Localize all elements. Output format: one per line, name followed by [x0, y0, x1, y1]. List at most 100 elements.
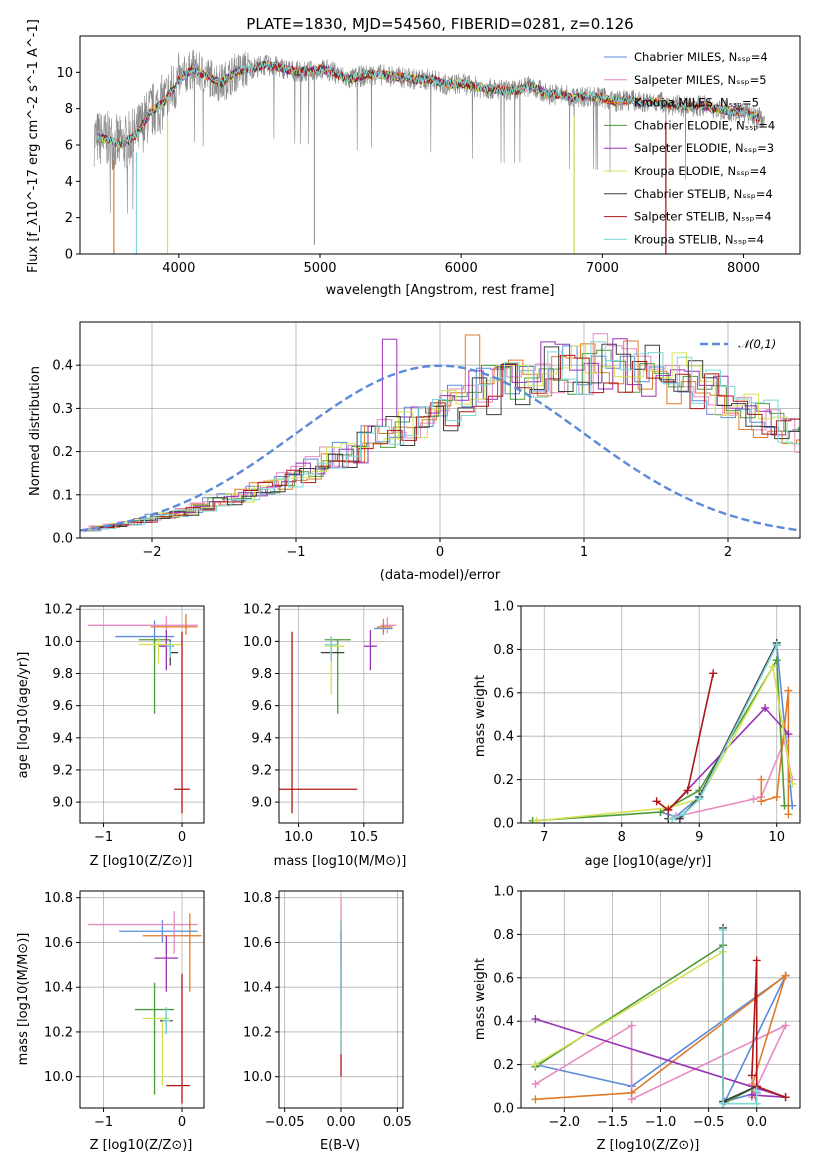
weight-line [667, 706, 789, 811]
xtick-label: 8000 [727, 261, 760, 276]
weight-marker [627, 1021, 636, 1030]
xtick-label: 7 [540, 830, 548, 845]
ytick-label: 9.8 [52, 667, 73, 682]
ytick-label: 0.4 [493, 730, 514, 745]
weight-line [671, 644, 778, 820]
weight-series-8 [652, 669, 718, 814]
weight-marker [719, 926, 728, 935]
weight-marker [768, 662, 777, 671]
xtick-label: 4000 [162, 261, 195, 276]
errorbar-point-2 [87, 615, 198, 634]
xtick-label: −1.5 [597, 1115, 629, 1130]
weight-marker [532, 816, 541, 823]
errorbar-point-4 [138, 639, 171, 714]
errorbar-point-9 [166, 641, 175, 658]
ytick-label: 10.0 [44, 1070, 73, 1085]
weight-z-xlabel: Z [log10(Z/Z⊙)] [597, 1138, 700, 1153]
xtick-label: 2 [724, 545, 732, 560]
errorbar-point-8 [279, 631, 358, 814]
weight-marker [757, 775, 766, 784]
xtick-label: 8 [618, 830, 626, 845]
weight-marker [772, 792, 781, 801]
weight-age-xlabel: age [log10(age/yr)] [585, 854, 712, 869]
ytick-label: 0 [65, 248, 73, 263]
axes-frame [278, 605, 404, 824]
mass-z-ylabel: mass [log10(M/M⊙)] [16, 933, 31, 1066]
errorbar-point-2 [87, 911, 198, 954]
legend-label: 𝒩(0,1) [738, 337, 776, 351]
weight-series-9 [668, 641, 781, 823]
xtick-label: 7000 [586, 261, 619, 276]
xtick-label: 0.05 [383, 1115, 412, 1130]
weight-marker [752, 1086, 761, 1095]
ytick-label: 10.6 [243, 936, 272, 951]
ytick-label: 0.1 [52, 488, 73, 503]
weight-age-ylabel: mass weight [473, 675, 488, 757]
legend-label: Salpeter ELODIE, Nₛₛₚ=3 [634, 141, 774, 155]
weight-marker [757, 797, 766, 806]
age-vs-mass-plot-area [279, 617, 397, 814]
legend-label: Salpeter STELIB, Nₛₛₚ=4 [634, 210, 772, 224]
ytick-label: 10.4 [44, 981, 73, 996]
weight-marker [784, 730, 793, 739]
ytick-label: 10.4 [243, 981, 272, 996]
ytick-label: 9.4 [251, 731, 272, 746]
residual-histogram-7 [83, 343, 800, 532]
axes-frame [520, 605, 801, 824]
weight-marker [652, 797, 661, 806]
residual-histogram-5 [80, 338, 800, 532]
weight-z-ylabel: mass weight [473, 958, 488, 1040]
xtick-label: −2 [142, 545, 161, 560]
ytick-label: 0.2 [493, 1058, 514, 1073]
xtick-label: −0.05 [265, 1115, 305, 1130]
ytick-label: 0.4 [52, 359, 73, 374]
ytick-label: 6 [65, 139, 73, 154]
weight-line [656, 673, 714, 812]
ytick-label: 10.2 [44, 1025, 73, 1040]
weight-marker [683, 786, 692, 795]
weight-marker [781, 1021, 790, 1030]
ytick-label: 10 [56, 66, 73, 81]
xtick-label: 10.0 [284, 830, 313, 845]
weight-marker [784, 686, 793, 695]
spectrum-plot-area [93, 49, 765, 254]
weight-marker [788, 779, 797, 788]
age-z-ylabel: age [log10(age/yr)] [16, 652, 31, 779]
errorbar-point-9 [162, 1007, 171, 1035]
ytick-label: 9.0 [251, 796, 272, 811]
errorbar-point-1 [119, 920, 198, 943]
ytick-label: 10.0 [243, 635, 272, 650]
xtick-label: 1 [580, 545, 588, 560]
weight-marker [780, 801, 789, 810]
errorbar-point-9 [324, 636, 338, 661]
age-vs-Z-axes: −1 0 9.0 9.2 9.4 9.6 9.8 10.0 10.2 [44, 603, 205, 845]
ytick-label: 0.2 [52, 445, 73, 460]
ytick-label: 0.8 [493, 928, 514, 943]
residual-histogram-4 [80, 349, 800, 532]
weight-series-8 [747, 956, 790, 1102]
age-z-xlabel: Z [log10(Z/Z⊙)] [90, 854, 193, 869]
legend-label: Chabrier MILES, Nₛₛₚ=4 [634, 50, 768, 64]
weight-line [660, 642, 793, 818]
errorbar-point-3 [142, 913, 202, 992]
xtick-label: 5000 [303, 261, 336, 276]
ytick-label: 9.0 [52, 796, 73, 811]
axes-frame [79, 35, 801, 255]
ytick-label: 0.6 [493, 686, 514, 701]
weight-line [532, 657, 786, 822]
legend-label: Chabrier STELIB, Nₛₛₚ=4 [634, 187, 773, 201]
weight-marker [752, 956, 761, 965]
spectrum-axes: 4000 5000 6000 7000 8000 0 2 4 6 8 10 [56, 35, 801, 276]
weight-vs-Z-axes: −2.0 −1.5 −1.0 −0.5 0.0 0.0 0.2 0.4 0.6 0.8 1.0 [493, 885, 801, 1130]
axes-frame [79, 321, 801, 539]
ytick-label: 9.6 [251, 699, 272, 714]
weight-marker [656, 808, 665, 817]
spectrum-legend: Chabrier MILES, Nₛₛₚ=4 Salpeter MILES, Nₛ… [604, 50, 775, 246]
residuals-ylabel: Normed distribution [28, 366, 43, 496]
weight-marker [531, 1015, 540, 1024]
normal-curve [80, 364, 800, 532]
residual-histogram-8 [85, 354, 800, 532]
legend-label: Salpeter MILES, Nₛₛₚ=5 [634, 73, 767, 87]
axes-frame [79, 605, 205, 824]
weight-marker [531, 1080, 540, 1089]
